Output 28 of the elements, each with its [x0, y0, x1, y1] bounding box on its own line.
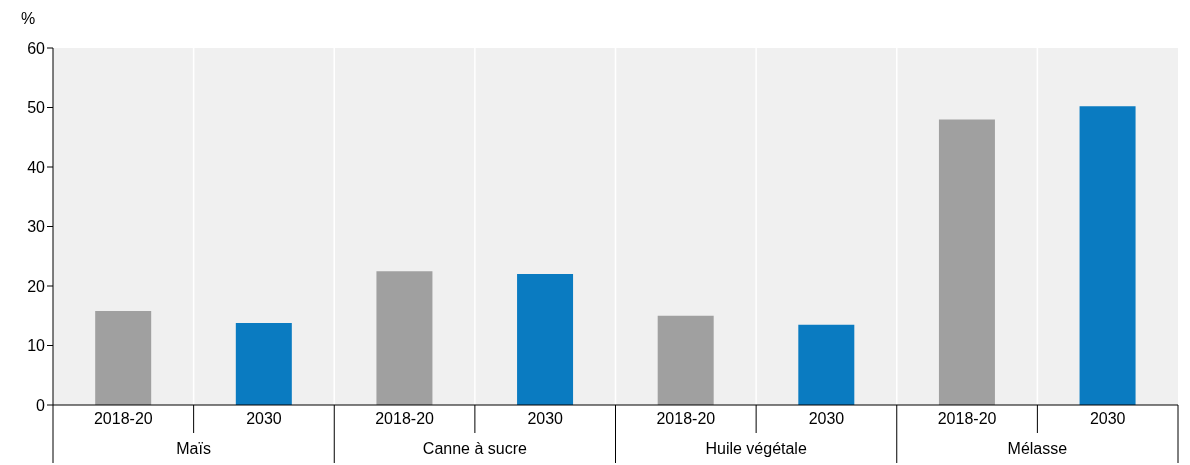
- bar: [798, 324, 855, 405]
- bar: [235, 322, 292, 405]
- x-tick-label: 2030: [246, 410, 282, 428]
- x-tick-label: 2018-20: [937, 410, 997, 428]
- x-tick-label: 2018-20: [93, 410, 153, 428]
- text: Maïs: [176, 440, 211, 457]
- x-tick-label: 2030: [527, 410, 564, 428]
- bar: [1079, 106, 1136, 405]
- text: Mélasse: [1007, 440, 1068, 457]
- y-tick-label: 30: [27, 218, 46, 236]
- y-tick-label: 60: [27, 39, 46, 57]
- x-tick-label: 2018-20: [656, 410, 716, 428]
- y-tick-label: 0: [36, 396, 46, 414]
- bar: [657, 315, 714, 405]
- y-tick-label: 10: [27, 337, 46, 355]
- y-tick-label: 50: [27, 99, 46, 117]
- bar: [517, 274, 574, 405]
- y-axis-title: %: [21, 10, 36, 27]
- text: Canne à sucre: [422, 440, 528, 457]
- bar: [376, 271, 433, 405]
- y-tick-label: 20: [27, 277, 46, 295]
- x-tick-label: 2018-20: [375, 410, 435, 428]
- bar: [938, 119, 995, 405]
- bar: [95, 310, 152, 405]
- x-tick-label: 2030: [808, 410, 845, 428]
- y-tick-label: 40: [27, 158, 46, 176]
- x-tick-label: 2030: [1089, 410, 1126, 428]
- text: Huile végétale: [705, 440, 807, 457]
